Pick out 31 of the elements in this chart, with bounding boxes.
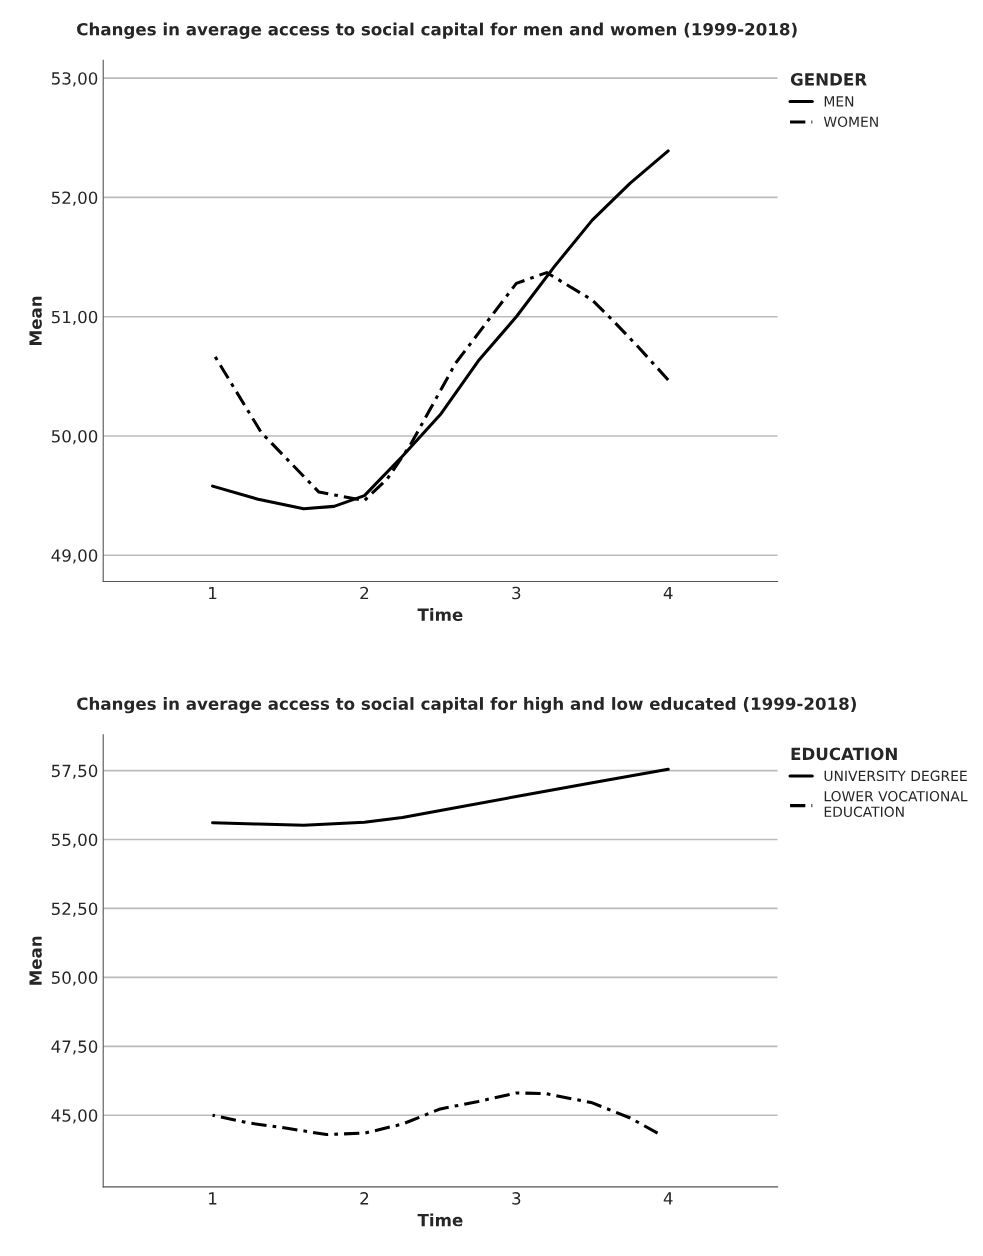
y-tick-label: 57,50 (51, 764, 98, 779)
x-tick-label: 4 (663, 1192, 673, 1205)
x-tick-label: 4 (663, 586, 673, 600)
x-tick-label: 1 (209, 586, 217, 600)
y-tick-label: 52,00 (51, 191, 98, 206)
x-tick-label: 1 (209, 1192, 217, 1205)
chart-title: Changes in average access to social capital for men and women (1999-2018) (77, 22, 797, 39)
legend-label: LOWER VOCATIONAL EDUCATION (824, 790, 968, 818)
x-tick-label: 3 (512, 586, 521, 600)
y-tick-label: 47,50 (51, 1040, 98, 1055)
y-tick-label: 50,00 (51, 429, 98, 445)
y-tick-label: 51,00 (51, 310, 98, 325)
x-axis-title: Time (417, 1213, 463, 1227)
y-tick-label: 55,00 (51, 833, 98, 848)
x-tick-label: 2 (360, 586, 369, 600)
legend-label: WOMEN (823, 116, 878, 127)
y-tick-label: 52,50 (51, 902, 98, 917)
y-axis-title: Mean (29, 936, 42, 985)
chart-title: Changes in average access to social capital for high and low educated (1999-2018) (77, 697, 856, 714)
legend-title: EDUCATION (791, 747, 897, 761)
legend-label: MEN (824, 96, 854, 107)
y-tick-label: 50,00 (51, 971, 98, 986)
y-axis-title: Mean (29, 296, 42, 345)
legend-label: UNIVERSITY DEGREE (824, 770, 967, 782)
y-tick-label: 45,00 (51, 1109, 98, 1124)
y-tick-label: 53,00 (51, 72, 98, 87)
y-tick-label: 49,00 (51, 549, 98, 564)
legend-title: GENDER (790, 73, 867, 86)
x-tick-label: 3 (512, 1192, 521, 1205)
x-axis-title: Time (417, 608, 463, 621)
x-tick-label: 2 (360, 1192, 369, 1205)
